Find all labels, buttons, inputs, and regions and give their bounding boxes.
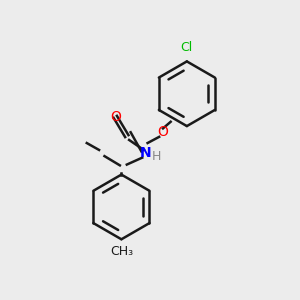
Text: CH₃: CH₃ [110, 245, 133, 258]
Text: N: N [140, 146, 152, 160]
Text: O: O [158, 125, 168, 139]
Text: Cl: Cl [181, 41, 193, 54]
Text: H: H [152, 150, 161, 164]
Text: O: O [110, 110, 121, 124]
